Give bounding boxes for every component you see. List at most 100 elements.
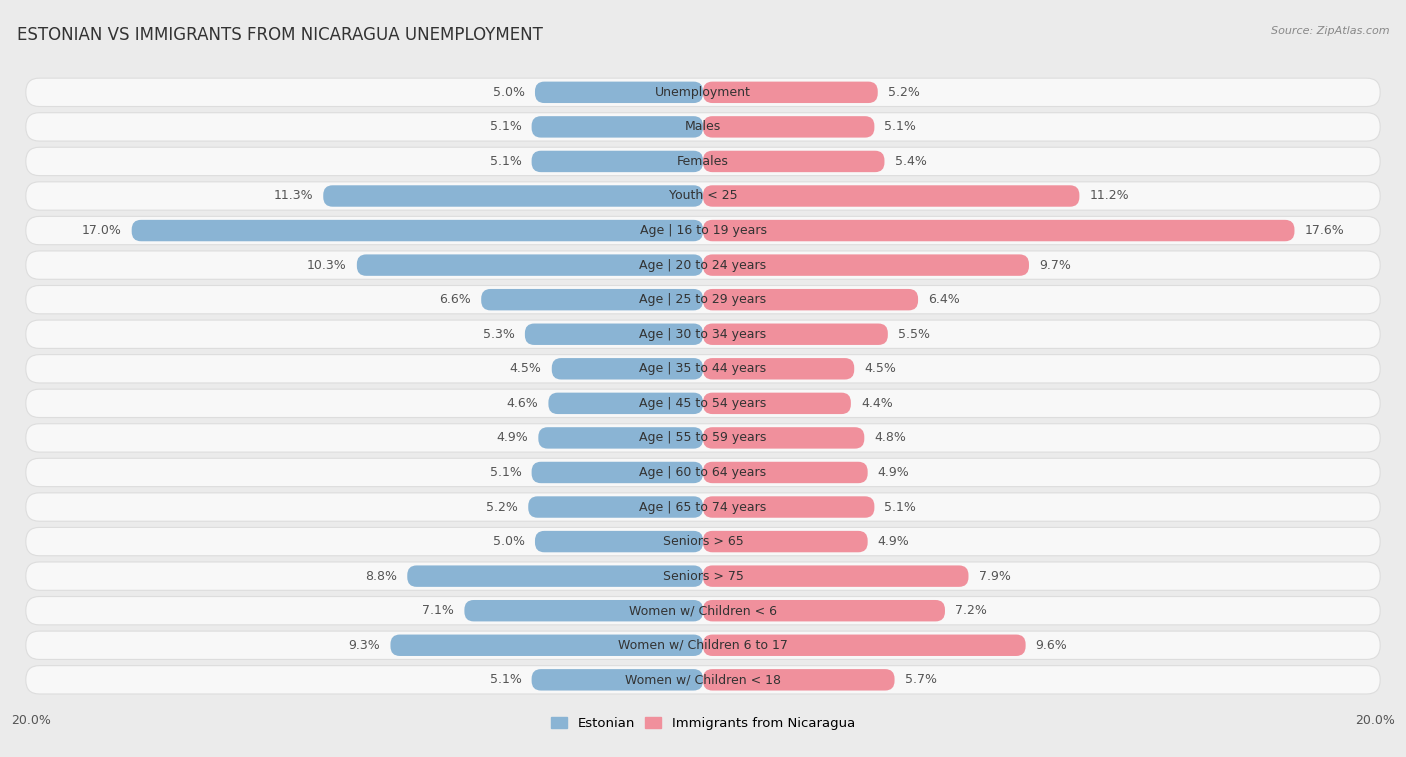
FancyBboxPatch shape (534, 531, 703, 553)
FancyBboxPatch shape (25, 285, 1381, 314)
FancyBboxPatch shape (703, 600, 945, 621)
Text: 9.7%: 9.7% (1039, 259, 1071, 272)
FancyBboxPatch shape (703, 634, 1025, 656)
FancyBboxPatch shape (703, 185, 1080, 207)
FancyBboxPatch shape (703, 116, 875, 138)
FancyBboxPatch shape (25, 320, 1381, 348)
Text: 5.2%: 5.2% (486, 500, 519, 513)
FancyBboxPatch shape (703, 497, 875, 518)
FancyBboxPatch shape (531, 669, 703, 690)
Text: Age | 25 to 29 years: Age | 25 to 29 years (640, 293, 766, 306)
Text: 5.5%: 5.5% (898, 328, 929, 341)
Text: 5.1%: 5.1% (489, 466, 522, 479)
Text: Age | 20 to 24 years: Age | 20 to 24 years (640, 259, 766, 272)
Text: 4.5%: 4.5% (865, 363, 896, 375)
Text: 8.8%: 8.8% (366, 570, 396, 583)
Text: 11.3%: 11.3% (274, 189, 314, 202)
Text: 5.0%: 5.0% (494, 535, 524, 548)
FancyBboxPatch shape (25, 424, 1381, 452)
Text: Age | 60 to 64 years: Age | 60 to 64 years (640, 466, 766, 479)
FancyBboxPatch shape (703, 289, 918, 310)
FancyBboxPatch shape (25, 182, 1381, 210)
FancyBboxPatch shape (25, 148, 1381, 176)
Legend: Estonian, Immigrants from Nicaragua: Estonian, Immigrants from Nicaragua (546, 712, 860, 736)
FancyBboxPatch shape (25, 113, 1381, 141)
FancyBboxPatch shape (703, 151, 884, 172)
Text: 5.1%: 5.1% (884, 500, 917, 513)
Text: 10.3%: 10.3% (307, 259, 347, 272)
Text: Age | 55 to 59 years: Age | 55 to 59 years (640, 431, 766, 444)
FancyBboxPatch shape (481, 289, 703, 310)
FancyBboxPatch shape (524, 323, 703, 345)
Text: 5.2%: 5.2% (887, 86, 920, 99)
FancyBboxPatch shape (25, 665, 1381, 694)
Text: 4.9%: 4.9% (496, 431, 529, 444)
Text: Source: ZipAtlas.com: Source: ZipAtlas.com (1271, 26, 1389, 36)
Text: 4.8%: 4.8% (875, 431, 907, 444)
FancyBboxPatch shape (132, 220, 703, 241)
FancyBboxPatch shape (25, 528, 1381, 556)
Text: Age | 45 to 54 years: Age | 45 to 54 years (640, 397, 766, 410)
FancyBboxPatch shape (25, 631, 1381, 659)
Text: Age | 65 to 74 years: Age | 65 to 74 years (640, 500, 766, 513)
FancyBboxPatch shape (703, 254, 1029, 276)
FancyBboxPatch shape (531, 116, 703, 138)
FancyBboxPatch shape (357, 254, 703, 276)
FancyBboxPatch shape (551, 358, 703, 379)
Text: Age | 35 to 44 years: Age | 35 to 44 years (640, 363, 766, 375)
FancyBboxPatch shape (323, 185, 703, 207)
Text: Age | 30 to 34 years: Age | 30 to 34 years (640, 328, 766, 341)
FancyBboxPatch shape (25, 217, 1381, 245)
FancyBboxPatch shape (25, 354, 1381, 383)
Text: Seniors > 75: Seniors > 75 (662, 570, 744, 583)
Text: 17.6%: 17.6% (1305, 224, 1344, 237)
FancyBboxPatch shape (703, 323, 887, 345)
FancyBboxPatch shape (534, 82, 703, 103)
Text: Youth < 25: Youth < 25 (669, 189, 737, 202)
FancyBboxPatch shape (538, 427, 703, 449)
FancyBboxPatch shape (25, 562, 1381, 590)
FancyBboxPatch shape (703, 358, 855, 379)
FancyBboxPatch shape (703, 427, 865, 449)
Text: Women w/ Children 6 to 17: Women w/ Children 6 to 17 (619, 639, 787, 652)
FancyBboxPatch shape (25, 389, 1381, 418)
Text: Males: Males (685, 120, 721, 133)
Text: 7.1%: 7.1% (422, 604, 454, 617)
FancyBboxPatch shape (25, 78, 1381, 107)
Text: ESTONIAN VS IMMIGRANTS FROM NICARAGUA UNEMPLOYMENT: ESTONIAN VS IMMIGRANTS FROM NICARAGUA UN… (17, 26, 543, 45)
FancyBboxPatch shape (548, 393, 703, 414)
FancyBboxPatch shape (529, 497, 703, 518)
Text: 5.7%: 5.7% (904, 673, 936, 687)
Text: 5.1%: 5.1% (884, 120, 917, 133)
Text: Seniors > 65: Seniors > 65 (662, 535, 744, 548)
FancyBboxPatch shape (531, 151, 703, 172)
FancyBboxPatch shape (703, 393, 851, 414)
FancyBboxPatch shape (531, 462, 703, 483)
FancyBboxPatch shape (25, 458, 1381, 487)
Text: Women w/ Children < 6: Women w/ Children < 6 (628, 604, 778, 617)
Text: 11.2%: 11.2% (1090, 189, 1129, 202)
FancyBboxPatch shape (391, 634, 703, 656)
FancyBboxPatch shape (25, 597, 1381, 625)
FancyBboxPatch shape (703, 220, 1295, 241)
FancyBboxPatch shape (464, 600, 703, 621)
Text: Age | 16 to 19 years: Age | 16 to 19 years (640, 224, 766, 237)
Text: Females: Females (678, 155, 728, 168)
Text: 5.1%: 5.1% (489, 155, 522, 168)
Text: 7.2%: 7.2% (955, 604, 987, 617)
Text: 4.6%: 4.6% (506, 397, 538, 410)
Text: 4.9%: 4.9% (877, 466, 910, 479)
FancyBboxPatch shape (25, 493, 1381, 521)
FancyBboxPatch shape (703, 462, 868, 483)
Text: 5.4%: 5.4% (894, 155, 927, 168)
Text: Unemployment: Unemployment (655, 86, 751, 99)
Text: 5.3%: 5.3% (482, 328, 515, 341)
Text: 17.0%: 17.0% (82, 224, 121, 237)
Text: 7.9%: 7.9% (979, 570, 1011, 583)
Text: 6.4%: 6.4% (928, 293, 960, 306)
Text: 4.4%: 4.4% (860, 397, 893, 410)
Text: 4.9%: 4.9% (877, 535, 910, 548)
FancyBboxPatch shape (703, 531, 868, 553)
Text: Women w/ Children < 18: Women w/ Children < 18 (626, 673, 780, 687)
Text: 9.3%: 9.3% (349, 639, 381, 652)
